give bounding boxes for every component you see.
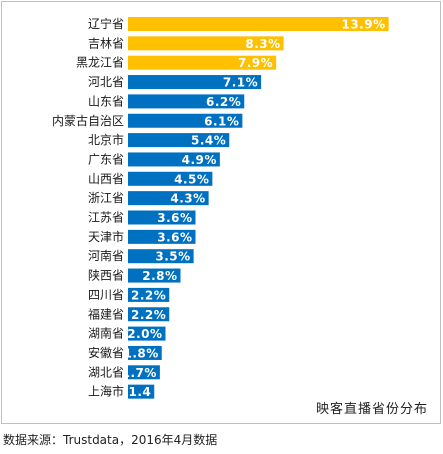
bar bbox=[128, 191, 209, 206]
value-label: 3.6% bbox=[157, 230, 192, 244]
bar bbox=[128, 171, 213, 186]
value-label: 3.5% bbox=[155, 250, 190, 264]
category-label: 山西省 bbox=[88, 172, 124, 186]
value-label: 2.2% bbox=[131, 308, 166, 322]
value-label: 1.8% bbox=[123, 346, 158, 360]
bar bbox=[128, 345, 162, 360]
value-label: 2.8% bbox=[142, 269, 177, 283]
category-label: 河南省 bbox=[88, 248, 124, 263]
category-label: 四川省 bbox=[88, 288, 124, 302]
bar bbox=[128, 307, 170, 322]
category-label: 辽宁省 bbox=[88, 16, 124, 31]
category-label: 江苏省 bbox=[88, 211, 124, 225]
category-label: 山东省 bbox=[88, 94, 124, 108]
category-label: 福建省 bbox=[88, 306, 124, 321]
bar bbox=[128, 17, 389, 31]
category-label: 黑龙江省 bbox=[76, 56, 124, 70]
value-label: 7.9% bbox=[238, 56, 273, 70]
source-note: 数据来源：Trustdata，2016年4月数据 bbox=[3, 433, 218, 447]
value-label: 4.5% bbox=[174, 172, 209, 186]
value-label: 8.3% bbox=[245, 37, 280, 51]
value-label: 3.6% bbox=[157, 211, 192, 225]
bar bbox=[128, 75, 262, 90]
value-label: 5.4% bbox=[191, 134, 226, 148]
category-label: 湖南省 bbox=[88, 326, 124, 341]
value-label: 1.7% bbox=[122, 366, 157, 380]
bar bbox=[128, 152, 220, 167]
category-label: 浙江省 bbox=[88, 191, 124, 205]
bar bbox=[128, 229, 196, 244]
value-label: 6.2% bbox=[206, 95, 241, 109]
bar bbox=[128, 133, 230, 148]
bar bbox=[128, 268, 181, 283]
category-label: 广东省 bbox=[88, 152, 124, 166]
category-label: 内蒙古自治区 bbox=[52, 113, 124, 128]
bar bbox=[128, 365, 160, 380]
category-label: 河北省 bbox=[88, 75, 124, 89]
bar bbox=[128, 287, 170, 302]
value-label: 6.1% bbox=[204, 114, 239, 128]
category-label: 湖北省 bbox=[88, 364, 124, 379]
bar bbox=[128, 249, 194, 264]
category-label: 天津市 bbox=[88, 229, 124, 244]
bar-chart: 辽宁省 13.9% 吉林省 8.3% 黑龙江省 7.9% 河北省 7.1% 山东省 6.2% 内蒙古… bbox=[52, 16, 389, 399]
category-label: 上海市 bbox=[88, 384, 124, 399]
chart-frame: 辽宁省 13.9% 吉林省 8.3% 黑龙江省 7.9% 河北省 7.1% 山东省 6.2% 内蒙古… bbox=[1, 1, 441, 424]
value-label: 1.4 bbox=[128, 385, 151, 399]
value-label: 2.0% bbox=[127, 327, 162, 341]
value-label: 2.2% bbox=[131, 288, 166, 302]
value-label: 7.1% bbox=[223, 76, 258, 90]
category-label: 吉林省 bbox=[88, 36, 124, 50]
bar bbox=[128, 210, 196, 225]
chart-title: 映客直播省份分布 bbox=[315, 402, 428, 417]
bar bbox=[128, 384, 155, 399]
category-label: 陕西省 bbox=[88, 268, 124, 283]
value-label: 4.9% bbox=[182, 153, 217, 167]
value-label: 4.3% bbox=[170, 192, 205, 206]
category-label: 北京市 bbox=[88, 132, 124, 147]
category-label: 安徽省 bbox=[88, 345, 124, 360]
bar bbox=[128, 326, 166, 341]
bar bbox=[128, 94, 245, 109]
bar bbox=[128, 113, 243, 128]
value-label: 13.9% bbox=[341, 18, 385, 32]
bar bbox=[128, 55, 277, 70]
bar bbox=[128, 36, 284, 51]
